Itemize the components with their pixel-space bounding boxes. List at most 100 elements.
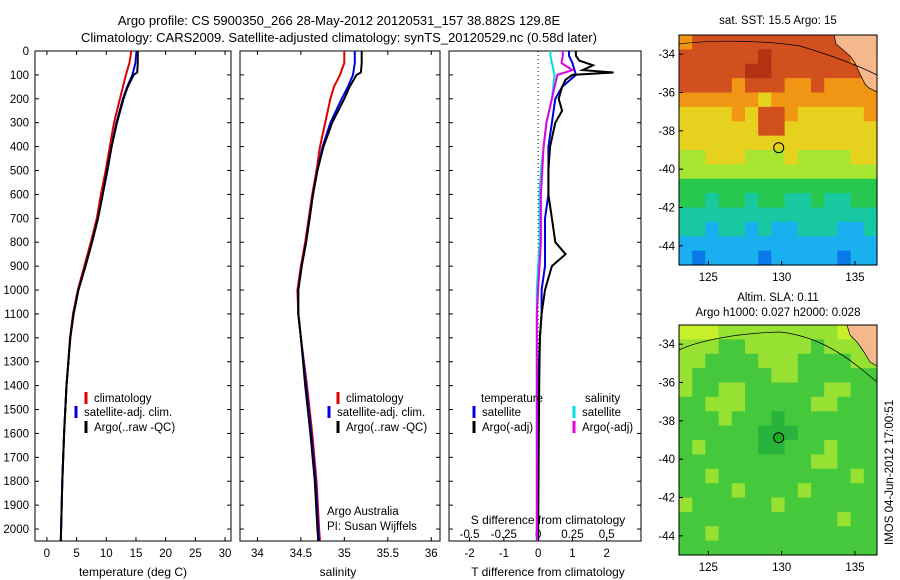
difference-ticks: -2 -1 0 1 2-0.5 -0.25 0 0.25 0.5 bbox=[449, 50, 641, 560]
temperature-xlabel: temperature (deg C) bbox=[79, 565, 187, 579]
map-cell bbox=[797, 339, 812, 355]
map-cell bbox=[863, 193, 878, 209]
map-cell bbox=[745, 353, 759, 369]
map-cell bbox=[731, 178, 746, 194]
map-cell bbox=[745, 63, 759, 79]
map-cell bbox=[718, 92, 733, 108]
map-cell bbox=[679, 63, 693, 79]
y-tick-label: 1500 bbox=[3, 405, 29, 417]
map-cell bbox=[850, 382, 865, 398]
series-line-argorawqc bbox=[297, 51, 363, 542]
sst-map-ticks: 125 130 135 -34 -36 -38 -40 -42 -44 bbox=[658, 49, 864, 284]
x-tick-label: 1 bbox=[569, 548, 575, 560]
map-cell bbox=[718, 150, 733, 165]
map-cell bbox=[837, 236, 852, 252]
map-cell bbox=[824, 382, 838, 398]
map-cell bbox=[731, 540, 746, 556]
map-cell bbox=[811, 63, 825, 79]
y-tick-label: -34 bbox=[658, 339, 675, 351]
map-cell bbox=[784, 425, 799, 441]
map-cell bbox=[718, 511, 733, 527]
map-cell bbox=[797, 468, 812, 484]
map-cell bbox=[745, 106, 759, 122]
map-cell bbox=[692, 164, 706, 180]
map-cell bbox=[745, 150, 759, 165]
map-cell bbox=[679, 511, 693, 527]
legend-label-climatology: climatology bbox=[346, 393, 404, 405]
series-line-temperature-argoadj bbox=[537, 51, 614, 541]
map-cell bbox=[758, 78, 772, 94]
series-line-salinity-argoadj bbox=[535, 51, 575, 541]
map-cell bbox=[731, 382, 746, 398]
map-cell bbox=[718, 454, 733, 470]
map-cell bbox=[718, 483, 733, 499]
map-cell bbox=[771, 150, 786, 165]
map-cell bbox=[863, 121, 878, 137]
salinity-panel: 34 34.5 35 35.5 36 salinity climatology sate… bbox=[239, 50, 441, 579]
map-cell bbox=[824, 325, 838, 340]
x-tick-label: 35 bbox=[338, 548, 351, 560]
map-cell bbox=[837, 454, 852, 470]
map-cell bbox=[811, 368, 825, 384]
map-cell bbox=[718, 411, 733, 427]
map-cell bbox=[745, 135, 759, 151]
map-cell bbox=[705, 339, 720, 355]
map-cell bbox=[679, 411, 693, 427]
map-cell bbox=[797, 425, 812, 441]
map-cell bbox=[705, 207, 720, 223]
map-cell bbox=[718, 339, 733, 355]
map-cell bbox=[863, 526, 878, 542]
map-cell bbox=[771, 164, 786, 180]
map-cell bbox=[692, 78, 706, 94]
map-cell bbox=[745, 497, 759, 513]
map-cell bbox=[731, 526, 746, 542]
map-cell bbox=[758, 164, 772, 180]
map-cell bbox=[679, 164, 693, 180]
map-cell bbox=[705, 425, 720, 441]
map-cell bbox=[718, 207, 733, 223]
map-cell bbox=[837, 411, 852, 427]
map-cell bbox=[824, 440, 838, 455]
map-cell bbox=[771, 121, 786, 137]
y-tick-label: -40 bbox=[658, 454, 675, 466]
legend-label-satellite: satellite-adj. clim. bbox=[84, 407, 172, 419]
map-cell bbox=[850, 150, 865, 165]
map-cell bbox=[692, 353, 706, 369]
map-cell bbox=[797, 368, 812, 384]
map-cell bbox=[718, 250, 733, 266]
sst-map-contour bbox=[678, 40, 878, 76]
map-cell bbox=[745, 35, 759, 50]
map-cell bbox=[705, 440, 720, 455]
map-cell bbox=[850, 78, 865, 94]
map-cell bbox=[679, 193, 693, 209]
map-cell bbox=[679, 540, 693, 556]
map-cell bbox=[784, 135, 799, 151]
y-tick-label: 1000 bbox=[3, 285, 29, 297]
map-cell bbox=[745, 411, 759, 427]
map-cell bbox=[784, 382, 799, 398]
map-cell bbox=[679, 92, 693, 108]
map-cell bbox=[837, 121, 852, 137]
map-cell bbox=[705, 221, 720, 237]
sla-map-ticks: 125 130 135 -34 -36 -38 -40 -42 -44 bbox=[658, 339, 864, 574]
map-cell bbox=[824, 368, 838, 384]
map-cell bbox=[731, 92, 746, 108]
map-cell bbox=[731, 325, 746, 340]
map-cell bbox=[784, 121, 799, 137]
map-cell bbox=[850, 164, 865, 180]
map-cell bbox=[784, 250, 799, 266]
y-tick-label: 600 bbox=[10, 189, 29, 201]
map-cell bbox=[771, 92, 786, 108]
y-tick-label: 1400 bbox=[3, 381, 29, 393]
map-cell bbox=[863, 425, 878, 441]
map-cell bbox=[745, 207, 759, 223]
sla-map-title-line2: Argo h1000: 0.027 h2000: 0.028 bbox=[696, 307, 861, 319]
map-cell bbox=[850, 92, 865, 108]
y-tick-label: -44 bbox=[658, 241, 675, 253]
map-cell bbox=[824, 425, 838, 441]
map-cell bbox=[811, 150, 825, 165]
map-cell bbox=[837, 164, 852, 180]
y-tick-label: 300 bbox=[10, 118, 29, 130]
map-cell bbox=[705, 78, 720, 94]
legend-label-temp-satellite: satellite bbox=[482, 407, 521, 419]
